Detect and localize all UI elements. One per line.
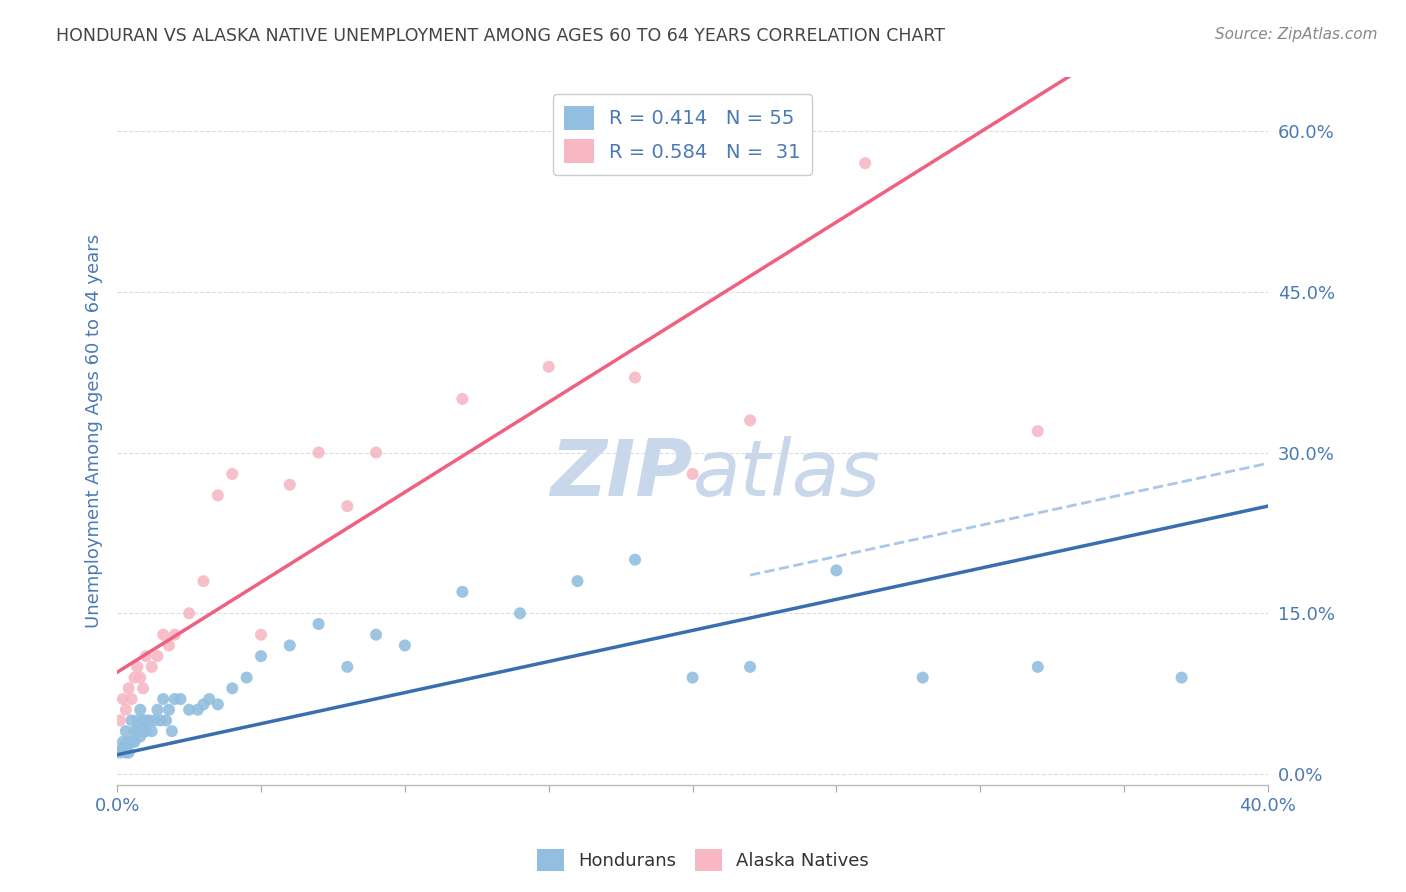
- Point: [121, 714, 143, 728]
- Point: [682, 467, 704, 481]
- Text: HONDURAN VS ALASKA NATIVE UNEMPLOYMENT AMONG AGES 60 TO 64 YEARS CORRELATION CHA: HONDURAN VS ALASKA NATIVE UNEMPLOYMENT A…: [56, 27, 945, 45]
- Point: [250, 649, 273, 664]
- Point: [364, 628, 387, 642]
- Point: [394, 639, 416, 653]
- Text: ZIP: ZIP: [550, 435, 693, 511]
- Point: [114, 703, 136, 717]
- Point: [179, 607, 201, 621]
- Point: [135, 724, 157, 739]
- Point: [336, 499, 359, 513]
- Point: [193, 698, 215, 712]
- Point: [111, 735, 134, 749]
- Point: [111, 692, 134, 706]
- Point: [132, 714, 155, 728]
- Point: [157, 639, 180, 653]
- Point: [108, 746, 131, 760]
- Text: Source: ZipAtlas.com: Source: ZipAtlas.com: [1215, 27, 1378, 42]
- Point: [364, 445, 387, 459]
- Point: [141, 724, 163, 739]
- Point: [207, 698, 229, 712]
- Point: [179, 703, 201, 717]
- Point: [169, 692, 191, 706]
- Point: [132, 681, 155, 696]
- Point: [129, 671, 152, 685]
- Point: [127, 714, 149, 728]
- Point: [129, 730, 152, 744]
- Point: [308, 445, 330, 459]
- Point: [193, 574, 215, 588]
- Point: [129, 724, 152, 739]
- Point: [124, 735, 146, 749]
- Point: [111, 740, 134, 755]
- Point: [152, 628, 174, 642]
- Point: [160, 724, 183, 739]
- Point: [114, 724, 136, 739]
- Point: [114, 746, 136, 760]
- Point: [738, 413, 761, 427]
- Point: [738, 660, 761, 674]
- Point: [155, 714, 177, 728]
- Point: [624, 552, 647, 566]
- Point: [152, 692, 174, 706]
- Point: [308, 617, 330, 632]
- Point: [911, 671, 934, 685]
- Point: [121, 735, 143, 749]
- Point: [163, 692, 186, 706]
- Point: [124, 724, 146, 739]
- Point: [141, 660, 163, 674]
- Point: [336, 660, 359, 674]
- Point: [129, 703, 152, 717]
- Text: atlas: atlas: [693, 435, 880, 511]
- Point: [278, 639, 301, 653]
- Point: [187, 703, 209, 717]
- Point: [825, 563, 848, 577]
- Point: [118, 735, 141, 749]
- Point: [127, 660, 149, 674]
- Point: [127, 724, 149, 739]
- Point: [451, 585, 474, 599]
- Point: [853, 156, 876, 170]
- Point: [250, 628, 273, 642]
- Point: [157, 703, 180, 717]
- Y-axis label: Unemployment Among Ages 60 to 64 years: Unemployment Among Ages 60 to 64 years: [86, 234, 103, 628]
- Legend: Hondurans, Alaska Natives: Hondurans, Alaska Natives: [530, 842, 876, 879]
- Point: [135, 649, 157, 664]
- Point: [146, 703, 169, 717]
- Point: [509, 607, 531, 621]
- Point: [221, 681, 243, 696]
- Point: [146, 649, 169, 664]
- Point: [108, 714, 131, 728]
- Point: [1026, 660, 1049, 674]
- Point: [118, 681, 141, 696]
- Point: [143, 714, 166, 728]
- Legend: R = 0.414   N = 55, R = 0.584   N =  31: R = 0.414 N = 55, R = 0.584 N = 31: [553, 95, 813, 175]
- Point: [198, 692, 221, 706]
- Point: [567, 574, 589, 588]
- Point: [132, 724, 155, 739]
- Point: [163, 628, 186, 642]
- Point: [451, 392, 474, 406]
- Point: [682, 671, 704, 685]
- Point: [138, 714, 160, 728]
- Point: [121, 692, 143, 706]
- Point: [278, 477, 301, 491]
- Point: [537, 359, 560, 374]
- Point: [118, 746, 141, 760]
- Point: [1026, 424, 1049, 438]
- Point: [624, 370, 647, 384]
- Point: [149, 714, 172, 728]
- Point: [207, 488, 229, 502]
- Point: [1170, 671, 1192, 685]
- Point: [135, 714, 157, 728]
- Point: [221, 467, 243, 481]
- Point: [235, 671, 257, 685]
- Point: [124, 671, 146, 685]
- Point: [114, 740, 136, 755]
